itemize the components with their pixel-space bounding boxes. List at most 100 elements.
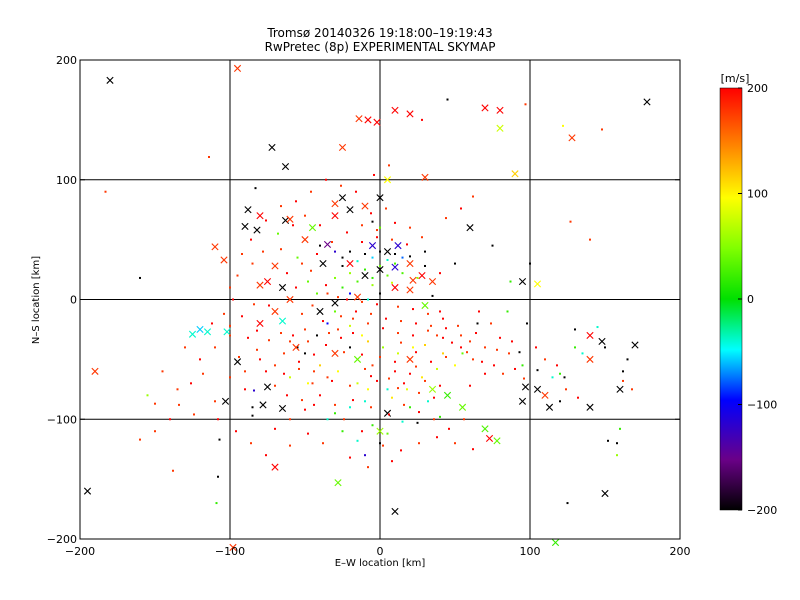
data-point-dot [431,294,434,297]
data-point-dot [388,377,390,380]
data-point-dot [349,324,351,327]
data-point-x [278,283,287,292]
data-point-dot [238,355,240,358]
data-point-dot [476,322,479,325]
data-point-dot [319,364,321,367]
data-point-dot [334,403,336,406]
data-point-x [383,176,392,184]
data-point-dot [241,252,243,255]
data-point-dot [400,341,402,344]
data-point-dot [496,348,498,351]
data-point-x [406,110,414,118]
data-point-dot [154,402,156,405]
data-point-dot [397,332,399,335]
data-point-dot [295,200,297,203]
data-point-dot [491,244,494,247]
data-point-x [406,259,414,268]
data-point-dot [409,372,411,375]
data-point-dot [376,379,378,382]
data-point-dot [394,221,396,224]
data-point-dot [394,360,396,363]
data-point-dot [286,394,288,397]
data-point-dot [251,262,254,265]
data-point-dot [325,178,327,181]
data-point-dot [319,244,321,247]
data-point-dot [418,391,420,394]
data-point-x [409,276,417,284]
data-point-dot [307,340,309,343]
data-point-dot [460,346,462,349]
data-point-x [361,271,369,280]
data-point-dot [355,310,357,313]
data-point-dot [373,173,375,176]
data-point-x [551,539,560,547]
data-point-dot [454,364,456,367]
data-point-x [428,277,437,286]
data-point-dot [253,389,255,392]
data-point-dot [469,384,471,387]
data-point-dot [214,400,216,403]
data-point-dot [394,252,396,255]
data-point-dot [268,304,270,307]
data-point-dot [601,128,603,131]
data-point-dot [214,346,216,349]
data-point-dot [385,317,387,320]
data-point-x [331,349,339,357]
data-point-dot [403,382,405,385]
data-point-x [368,242,377,250]
data-point-dot [616,454,618,457]
data-point-dot [356,280,359,283]
x-tick-label: 0 [377,545,384,558]
y-tick-label: 100 [56,174,77,187]
data-point-dot [529,262,531,265]
data-point-x [308,224,317,232]
data-point-dot [436,367,438,370]
data-point-dot [415,365,417,368]
data-point-dot [251,414,254,417]
data-point-dot [176,388,179,391]
data-point-dot [371,220,374,223]
data-point-dot [139,438,141,441]
data-point-dot [406,243,408,246]
data-point-dot [364,268,366,271]
data-point-dot [341,430,344,433]
data-point-dot [436,436,438,439]
data-point-dot [461,352,464,355]
data-point-dot [442,352,444,355]
data-point-dot [311,382,314,385]
data-point-x [319,259,327,268]
data-point-dot [472,358,474,361]
y-tick-label: 0 [70,294,77,307]
data-point-dot [364,454,366,457]
data-point-dot [310,269,312,272]
data-point-dot [607,439,609,442]
data-point-dot [370,406,372,409]
data-point-x [421,173,429,181]
data-point-dot [574,328,576,331]
data-point-dot [371,364,374,367]
data-point-dot [370,375,372,378]
data-point-dot [199,358,201,361]
data-point-dot [286,272,288,275]
data-point-x [263,383,272,391]
data-point-dot [400,320,402,323]
data-point-dot [418,442,420,445]
data-point-dot [304,328,306,331]
data-point-dot [460,334,462,337]
colorbar-tick-label: 0 [747,293,754,306]
data-point-dot [371,424,374,427]
data-point-dot [301,262,303,265]
data-point-dot [341,286,344,289]
data-point-x [545,403,554,411]
data-point-dot [371,276,374,279]
data-point-x [334,479,342,487]
chart-subtitle: RwPretec (8p) EXPERIMENTAL SKYMAP [265,40,496,54]
data-point-dot [371,256,374,259]
data-point-dot [326,376,329,379]
data-point-dot [386,388,389,391]
data-point-dot [370,212,372,215]
data-point-dot [569,220,572,223]
data-point-dot [289,418,291,421]
data-point-x [233,64,242,72]
data-point-dot [331,241,333,244]
